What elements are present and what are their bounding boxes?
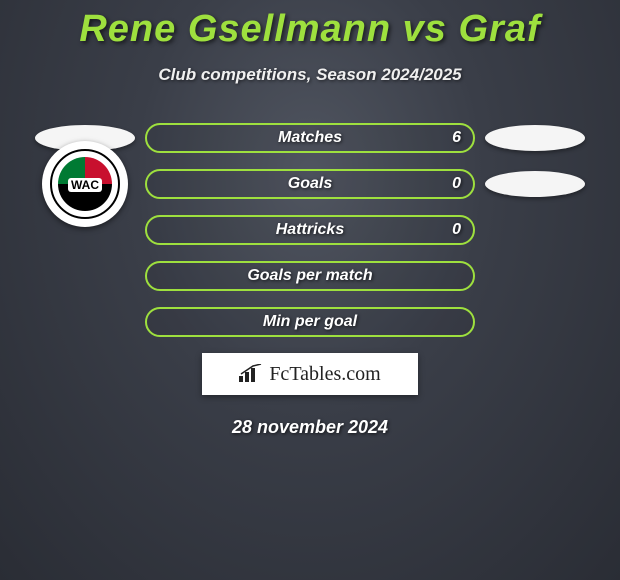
stat-value-right: 0 [452,175,461,193]
date-line: 28 november 2024 [0,417,620,438]
stat-row: Goals per match [0,261,620,291]
stat-bar-matches: Matches 6 [145,123,475,153]
stat-bar-min-per-goal: Min per goal [145,307,475,337]
stat-label: Goals per match [247,267,372,285]
stat-label: Hattricks [276,221,344,239]
stat-value-right: 6 [452,129,461,147]
brand-text: FcTables.com [269,363,380,386]
club-badge-wac: WAC [42,141,128,227]
left-slot: WAC [35,141,135,227]
stat-bar-goals: Goals 0 [145,169,475,199]
stat-label: Goals [288,175,332,193]
right-slot [485,171,585,197]
stats-area: Matches 6 WAC Goals 0 [0,123,620,337]
brand-banner: FcTables.com [202,353,418,395]
stat-row: Min per goal [0,307,620,337]
club-badge-icon: WAC [50,149,120,219]
right-slot [485,125,585,151]
player-marker-right [485,171,585,197]
stat-row: WAC Goals 0 [0,169,620,199]
stat-bar-goals-per-match: Goals per match [145,261,475,291]
stat-label: Min per goal [263,313,357,331]
page-subtitle: Club competitions, Season 2024/2025 [0,65,620,85]
page-title: Rene Gsellmann vs Graf [0,0,620,51]
stat-label: Matches [278,129,342,147]
player-marker-right [485,125,585,151]
stat-value-right: 0 [452,221,461,239]
bar-chart-icon [239,364,263,384]
svg-text:WAC: WAC [71,178,99,192]
stat-bar-hattricks: Hattricks 0 [145,215,475,245]
